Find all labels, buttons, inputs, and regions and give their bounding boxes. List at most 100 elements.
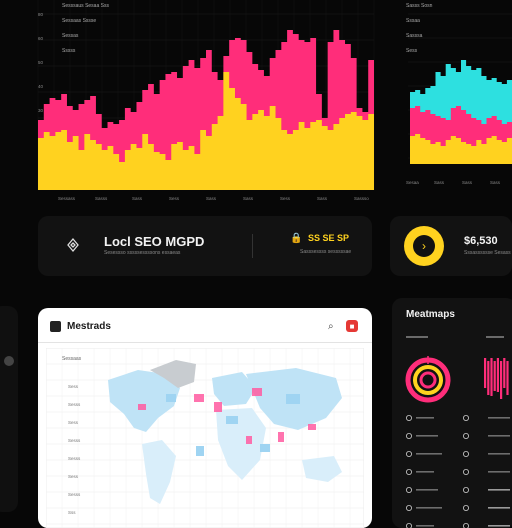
x-tick-label: Sessass: [58, 196, 76, 201]
heatmap-visual: [405, 356, 510, 528]
header-placeholder: [406, 336, 428, 338]
row-icon: [405, 451, 412, 458]
highlight-region: [252, 388, 262, 396]
legend-label: Sssaa: [406, 18, 420, 24]
greenland: [150, 360, 196, 388]
chevron-right-icon: ›: [413, 235, 435, 257]
x-tick-label: Sess: [280, 196, 291, 201]
x-tick-label: Sasss: [95, 196, 108, 201]
highlight-region: [194, 394, 204, 402]
australia: [302, 456, 342, 482]
row-icon: [405, 504, 412, 511]
map-title: Mestrads: [67, 321, 111, 332]
row-bar: [416, 453, 442, 455]
y-tick-label: 40: [38, 84, 44, 89]
row-bar: [488, 507, 510, 509]
side-toggle-button[interactable]: [4, 356, 14, 366]
north-america: [108, 370, 180, 432]
heatmaps-card: Meatmaps: [392, 298, 512, 528]
row-bar: [416, 507, 442, 509]
row-icon: [463, 486, 470, 493]
divider: [252, 234, 253, 258]
legend-label: Sesssaus Sesaa Sss: [62, 3, 109, 9]
x-tick-label: Sass: [206, 196, 217, 201]
series-yellow-area: [38, 72, 374, 190]
heat-bar: [487, 361, 490, 395]
y-axis-label: Sesss: [68, 402, 81, 407]
row-bar: [416, 489, 438, 491]
legend-label: Sessas: [62, 33, 79, 39]
world-map[interactable]: Sessaas Sess Sesss Sess Sesss Sesss Sess Sesss S…: [46, 348, 364, 528]
row-bar: [416, 471, 434, 473]
target-center: [425, 377, 431, 383]
row-bar: [488, 417, 510, 419]
value-card[interactable]: › $6,530 Sssasssssse Sesass: [390, 216, 512, 276]
row-icon: [405, 433, 412, 440]
europe: [212, 372, 256, 406]
value-subtitle: Sssasssssse Sesass: [464, 250, 511, 256]
row-icon: [463, 433, 470, 440]
x-tick-label: Sass: [490, 180, 501, 185]
legend-label: Sess: [406, 48, 418, 54]
region-patch: [286, 394, 300, 404]
highlight-region: [308, 424, 316, 430]
y-tick-label: 80: [38, 12, 44, 17]
south-america: [142, 440, 176, 504]
row-bar: [488, 525, 510, 527]
row-bar: [416, 417, 434, 419]
y-tick-label: 60: [38, 36, 44, 41]
africa: [216, 408, 266, 480]
heat-bar: [493, 361, 496, 391]
row-icon: [405, 469, 412, 476]
target-ring-mid: [413, 365, 443, 395]
row-icon: [463, 415, 470, 422]
x-tick-label: Sesaa: [406, 180, 419, 185]
divider: [38, 342, 372, 343]
y-axis-label: Sess: [68, 420, 79, 425]
seo-stat-label: Sasssessss sesssssae: [300, 249, 352, 255]
heat-bar: [503, 358, 506, 388]
map-card: Mestrads ⌕ ■ Sessaas Sess Sesss Sess Sesss Se…: [38, 308, 372, 528]
region-patch: [196, 446, 204, 456]
heat-bar: [506, 361, 509, 395]
y-axis-label: Sss: [68, 510, 76, 515]
top-left-area-chart: 80605040302010Sesssaus Sesaa SssSessaas …: [37, 0, 375, 201]
row-icon: [406, 523, 412, 528]
x-tick-label: Sass: [243, 196, 254, 201]
x-tick-label: Sass: [132, 196, 143, 201]
heat-bar: [500, 361, 503, 399]
region-patch: [226, 416, 238, 424]
highlight-region: [214, 402, 222, 412]
y-axis-label: Sesss: [68, 492, 81, 497]
puzzle-icon: [62, 234, 84, 256]
row-bar: [488, 453, 510, 455]
top-right-area-chart: Sasss Sosn Sssaa Sasssa Sess Sesaa Sass Sass Sa…: [406, 3, 512, 185]
row-icon: [463, 504, 470, 511]
y-tick-label: 30: [38, 108, 44, 113]
row-icon: [405, 486, 412, 493]
x-tick-label: Sass: [434, 180, 445, 185]
seo-card[interactable]: Locl SEO MGPD Sesessso sssssessssons ess…: [38, 216, 372, 276]
row-bar: [488, 435, 510, 437]
row-bar: [488, 471, 510, 473]
row-icon: [463, 451, 470, 458]
highlight-region: [246, 436, 252, 444]
series-yellow-area: [410, 134, 512, 164]
close-icon[interactable]: ■: [346, 320, 358, 332]
highlight-region: [138, 404, 146, 410]
heat-bar: [490, 358, 493, 396]
legend-label: Sasssa: [406, 33, 423, 39]
map-icon: [50, 321, 61, 332]
highlight-region: [278, 432, 284, 442]
play-button[interactable]: ›: [404, 226, 444, 266]
y-axis-label: Sesss: [68, 456, 81, 461]
x-tick-label: Sess: [169, 196, 180, 201]
row-bar: [488, 489, 510, 491]
search-icon[interactable]: ⌕: [328, 321, 334, 332]
x-tick-label: Sass: [462, 180, 473, 185]
seo-stat-value: SS SE SP: [308, 233, 350, 243]
row-bar: [416, 525, 434, 527]
x-tick-label: Sassso: [354, 196, 369, 201]
legend-label: Sessaas Sssse: [62, 18, 96, 24]
legend-label: Sssss: [62, 48, 76, 54]
